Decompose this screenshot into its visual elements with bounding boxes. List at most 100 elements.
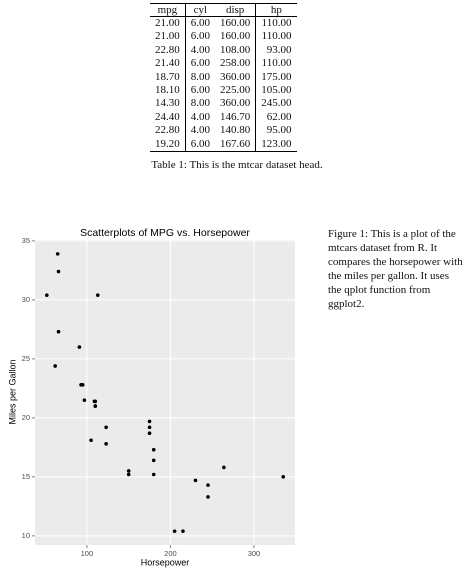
table-row: 18.70 8.00 360.00 175.00: [150, 70, 297, 85]
x-tick-label: 100: [81, 549, 94, 558]
table-row: 14.30 8.00 360.00 245.00: [150, 97, 297, 111]
point: [104, 442, 108, 446]
point: [82, 398, 87, 402]
table-cell: 14.30: [150, 97, 186, 111]
table-cell: 175.00: [261, 70, 292, 83]
table-cell: 4.00: [190, 124, 210, 137]
table-cell: 110.00: [261, 57, 292, 70]
point: [126, 469, 131, 473]
table-cell: 21.40: [150, 57, 186, 71]
table-cell: 6.00: [190, 17, 210, 29]
column-header: cyl: [185, 3, 215, 17]
table-cell: 110.00: [261, 30, 292, 43]
point: [151, 458, 156, 463]
table-cell: 4.00: [190, 110, 210, 123]
data-table: mpg cyl disp hp 21.00 6.00 160.00 110.00 21.00 6.…: [150, 3, 297, 153]
point: [93, 404, 98, 408]
table-cell: 123.00: [255, 137, 297, 153]
point: [222, 465, 226, 470]
table-row: 19.20 6.00 167.60 123.00: [150, 137, 297, 153]
y-tick-label: 25: [22, 354, 30, 363]
plot-panel: [35, 240, 295, 545]
y-axis-title: Miles per Gallon: [7, 359, 17, 424]
table-cell: 110.00: [261, 17, 292, 29]
point: [206, 495, 210, 499]
table-cell: 167.60: [215, 137, 257, 153]
table-cell: 19.20: [150, 137, 186, 153]
table-cell: 6.00: [185, 137, 215, 153]
point: [151, 447, 156, 452]
point: [104, 425, 108, 430]
x-tick-label: 300: [248, 549, 261, 558]
point: [56, 269, 61, 274]
table-row: 22.80 4.00 140.80 95.00: [150, 124, 297, 138]
table-body: 21.00 6.00 160.00 110.00 21.00 6.00 160.00 110.…: [150, 16, 297, 153]
point: [55, 252, 60, 256]
point: [206, 483, 210, 487]
point: [95, 293, 100, 297]
table-cell: 140.80: [215, 124, 257, 138]
table-cell: 24.40: [150, 110, 186, 125]
table-row: 22.80 4.00 108.00 93.00: [150, 43, 297, 58]
table-cell: 360.00: [215, 97, 257, 111]
table-cell: 22.80: [150, 43, 186, 58]
point: [172, 529, 177, 533]
table-cell: 258.00: [215, 57, 257, 71]
figure-caption: Figure 1: This is a plot of the mtcars d…: [328, 228, 463, 310]
table-cell: 18.70: [150, 70, 186, 85]
point: [45, 293, 49, 297]
table-cell: 8.00: [190, 70, 210, 83]
table-row: 24.40 4.00 146.70 62.00: [150, 110, 297, 125]
y-tick-label: 20: [22, 413, 30, 422]
point: [281, 475, 285, 479]
y-tick-label: 35: [22, 236, 30, 245]
table-row: 21.40 6.00 258.00 110.00: [150, 57, 297, 71]
point: [56, 329, 61, 334]
table-caption: Table 1: This is the mtcar dataset head.: [151, 159, 323, 171]
point: [147, 431, 152, 436]
table-cell: 18.10: [150, 84, 186, 98]
table-row: 21.00 6.00 160.00 110.00: [150, 16, 297, 31]
table-cell: 108.00: [215, 43, 257, 58]
table-cell: 8.00: [190, 97, 210, 110]
column-header: disp: [215, 3, 257, 17]
table-cell: 105.00: [261, 84, 292, 97]
table-cell: 245.00: [261, 97, 292, 110]
chart-title: Scatterplots of MPG vs. Horsepower: [80, 227, 250, 239]
point: [126, 472, 131, 477]
table-cell: 21.00: [150, 16, 186, 31]
table-cell: 22.80: [150, 124, 186, 138]
point: [151, 472, 156, 477]
point: [147, 419, 152, 424]
table-cell: 160.00: [215, 30, 257, 44]
table-row: 21.00 6.00 160.00 110.00: [150, 30, 297, 44]
column-header: hp: [255, 3, 297, 17]
point: [147, 425, 152, 430]
point: [80, 383, 85, 387]
table-row: 18.10 6.00 225.00 105.00: [150, 84, 297, 98]
table-cell: 360.00: [215, 70, 257, 85]
point: [193, 478, 198, 483]
table-cell: 160.00: [215, 16, 257, 31]
table-cell: 62.00: [266, 110, 292, 123]
table-cell: 93.00: [266, 43, 292, 56]
point: [181, 529, 185, 533]
table-cell: 225.00: [215, 84, 257, 98]
x-axis-title: Horsepower: [141, 557, 190, 567]
table-cell: 4.00: [190, 43, 210, 56]
table-cell: 6.00: [190, 57, 210, 70]
point: [89, 438, 93, 443]
column-header: mpg: [150, 3, 186, 17]
point: [92, 399, 97, 404]
table-cell: 146.70: [215, 110, 257, 125]
table-cell: 21.00: [150, 30, 186, 44]
table-cell: 95.00: [266, 124, 292, 137]
point: [77, 345, 82, 349]
table-cell: 6.00: [190, 30, 210, 43]
table-cell: 6.00: [190, 84, 210, 97]
x-tick-label: 200: [164, 549, 177, 558]
y-tick-label: 15: [22, 472, 30, 481]
chart: Scatterplots of MPG vs. Horsepower Horse…: [7, 227, 295, 567]
point: [53, 364, 57, 368]
